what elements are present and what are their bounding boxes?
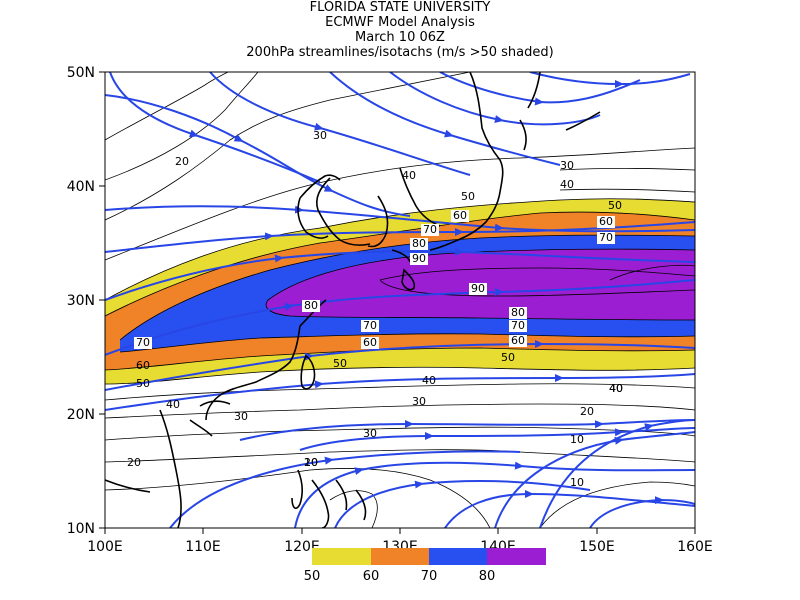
contour-label: 40 (609, 382, 623, 395)
contour-label: 50 (461, 190, 475, 203)
legend-swatch-60 (371, 548, 429, 565)
contour-label: 80 (412, 237, 426, 250)
contour-label: 50 (501, 351, 515, 364)
contour-label: 60 (453, 209, 467, 222)
contour-label: 40 (422, 374, 436, 387)
contour-label: 30 (363, 427, 377, 440)
contour-label: 50 (608, 199, 622, 212)
contour-label: 80 (511, 306, 525, 319)
x-tick-label: 100E (87, 539, 123, 555)
plot-area (105, 72, 695, 528)
contour-label-box (597, 216, 615, 228)
contour-label: 20 (175, 155, 189, 168)
contour-label: 20 (127, 456, 141, 469)
title-institution: FLORIDA STATE UNIVERSITY (309, 0, 491, 15)
legend-label: 80 (479, 569, 496, 584)
contour-label: 40 (402, 169, 416, 182)
contour-label: 10 (570, 476, 584, 489)
x-tick-label: 110E (185, 539, 221, 555)
title-date: March 10 06Z (355, 30, 445, 45)
contour-label: 10 (304, 456, 318, 469)
y-tick-label: 20N (67, 407, 95, 423)
contour-label: 40 (166, 398, 180, 411)
contour-label: 20 (304, 456, 318, 469)
contour-label-box (361, 320, 379, 332)
streamlines (105, 72, 695, 528)
y-tick-label: 30N (67, 293, 95, 309)
contour-label: 50 (333, 357, 347, 370)
legend-swatch-80 (487, 548, 546, 565)
contour-label: 30 (412, 395, 426, 408)
legend-swatch-50 (312, 548, 371, 565)
contour-label-box (134, 337, 152, 349)
y-tick-label: 10N (67, 521, 95, 537)
contour-label: 40 (560, 178, 574, 191)
y-tick-label: 40N (67, 179, 95, 195)
contour-label: 60 (136, 359, 150, 372)
contour-label: 30 (560, 159, 574, 172)
contour-label-box (410, 253, 428, 265)
y-axis-labels: 50N 40N 30N 20N 10N (67, 65, 95, 537)
x-tick-label: 150E (579, 539, 615, 555)
y-tick-label: 50N (67, 65, 95, 81)
contour-label: 70 (363, 319, 377, 332)
legend-label: 50 (304, 569, 321, 584)
contour-label: 70 (511, 319, 525, 332)
x-axis-labels: 100E 110E 120E 130E 140E 150E 160E (87, 539, 713, 555)
contour-label-box (410, 238, 428, 250)
contour-label-box (469, 283, 487, 295)
contour-label: 20 (580, 405, 594, 418)
contour-label: 40 (609, 382, 623, 395)
contour-label: 60 (363, 336, 377, 349)
contour-label-box (302, 300, 320, 312)
contour-label: 80 (304, 299, 318, 312)
contour-label: 30 (234, 410, 248, 423)
contour-label-box (509, 335, 527, 347)
coastlines (105, 72, 601, 528)
contour-label-box (509, 307, 527, 319)
contour-label-box (597, 232, 615, 244)
contour-label: 70 (599, 231, 613, 244)
contour-label: 60 (599, 215, 613, 228)
contour-label-box (509, 320, 527, 332)
legend-swatch-70 (429, 548, 487, 565)
contour-label-box (421, 224, 439, 236)
legend-label: 60 (363, 569, 380, 584)
x-tick-label: 120E (284, 539, 320, 555)
contour-label: 60 (511, 334, 525, 347)
title-block: FLORIDA STATE UNIVERSITY ECMWF Model Ana… (0, 0, 800, 60)
contour-label: 50 (136, 377, 150, 390)
contour-label-box (451, 210, 469, 222)
title-description: 200hPa streamlines/isotachs (m/s >50 sha… (246, 45, 554, 60)
title-model: ECMWF Model Analysis (325, 15, 475, 30)
contour-label: 70 (136, 336, 150, 349)
contour-label: 90 (412, 252, 426, 265)
contour-label: 70 (423, 223, 437, 236)
legend-label: 70 (421, 569, 438, 584)
contour-label: 10 (570, 433, 584, 446)
contour-label-box (361, 337, 379, 349)
x-tick-label: 160E (677, 539, 713, 555)
contour-labels: 3020405060708090304050607080706050403020… (127, 129, 623, 489)
contour-label: 30 (313, 129, 327, 142)
contour-label: 90 (471, 282, 485, 295)
color-legend: 50 60 70 80 (304, 548, 546, 584)
axis-ticks (99, 71, 696, 534)
